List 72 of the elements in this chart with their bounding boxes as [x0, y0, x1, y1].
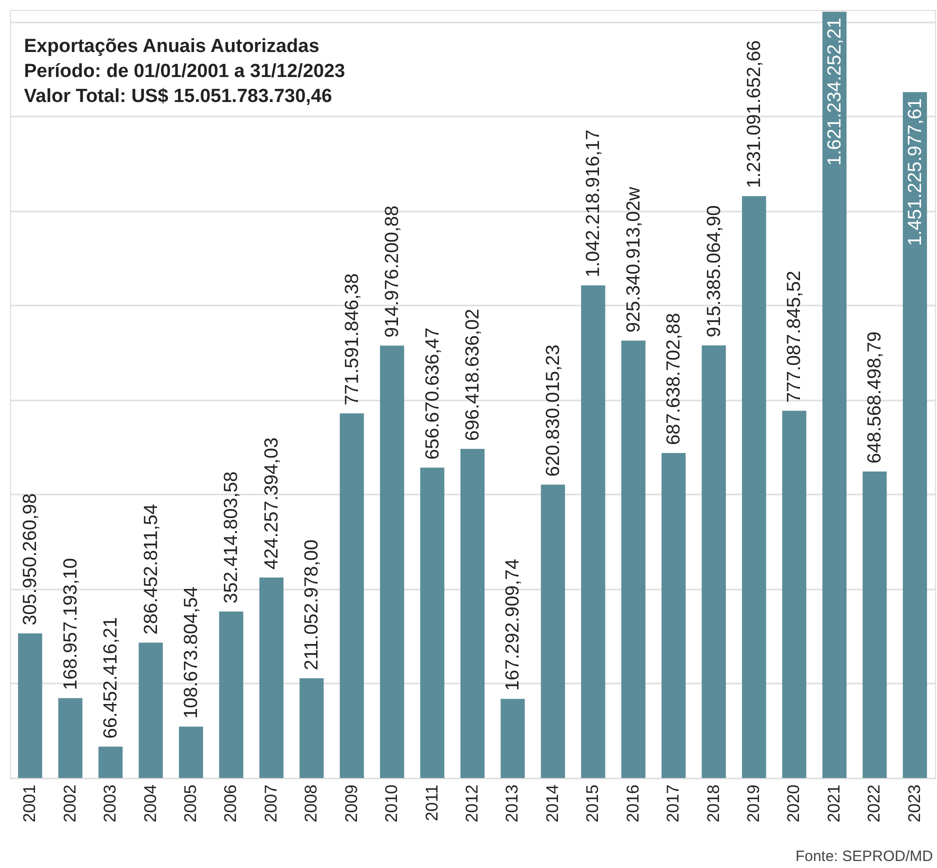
bar: [380, 346, 404, 778]
data-label: 352.414.803,58: [221, 471, 242, 604]
bar: [300, 678, 324, 778]
x-tick-label: 2012: [462, 784, 482, 822]
data-label: 1.621.234.252,21: [824, 18, 846, 166]
data-label: 167.292.909,74: [502, 558, 524, 691]
x-tick-label: 2018: [704, 784, 723, 822]
bar: [782, 410, 806, 778]
data-label: 305.950.260,98: [20, 493, 42, 626]
bar: [662, 453, 686, 778]
x-tick-label: 2013: [502, 784, 522, 822]
bar: [460, 448, 485, 778]
source-note: Fonte: SEPROD/MD: [795, 848, 934, 865]
x-tick-label: 2021: [824, 784, 844, 822]
bar: [259, 577, 284, 778]
text: Período: de 01/01/2001 a 31/12/2023 Valor Total: US$ 15.051.783.730,46: [24, 61, 346, 107]
x-tick-label: 2001: [20, 784, 40, 822]
data-label: 914.976.200,88: [382, 205, 404, 338]
data-label: 925.340.913,02w: [623, 186, 644, 333]
x-tick-label: 2022: [864, 784, 884, 822]
bar: [822, 12, 847, 778]
bar: [581, 285, 606, 778]
x-tick-label: 2005: [180, 784, 200, 822]
data-label: 656.670.636,47: [422, 328, 444, 460]
bar: [540, 484, 565, 778]
data-label: 1.451.225.977,61: [904, 98, 926, 246]
data-label: 211.052.978,00: [302, 540, 323, 670]
x-tick-label: 2007: [261, 784, 280, 822]
x-tick-label: 2002: [60, 784, 80, 822]
x-tick-label: 2006: [221, 784, 240, 822]
data-label: 168.957.193,10: [60, 558, 82, 690]
bar: [138, 642, 163, 778]
x-tick-label: 2020: [784, 784, 804, 822]
data-label: 108.673.804,54: [180, 586, 202, 719]
text: Exportações Anuais Autorizadas: [24, 36, 320, 57]
x-tick-label: 2016: [623, 784, 642, 822]
data-label: 771.591.846,38: [342, 273, 363, 406]
bar: [18, 633, 42, 778]
x-tick-label: 2010: [382, 784, 402, 822]
data-label: 286.452.811,54: [140, 504, 162, 635]
data-label: 1.042.218.916,17: [583, 130, 604, 278]
bar: [742, 196, 766, 778]
x-tick-label: 2003: [100, 784, 120, 822]
x-tick-label: 2014: [542, 784, 562, 822]
bar: [98, 746, 123, 778]
data-label: 777.087.845,52: [784, 270, 806, 403]
bar: [219, 611, 244, 778]
x-tick-label: 2011: [422, 784, 442, 822]
x-tick-label: 2008: [302, 784, 321, 822]
data-label: 696.418.636,02: [462, 308, 484, 441]
data-label: 687.638.702,88: [664, 312, 685, 446]
data-label: 620.830.015,23: [542, 344, 564, 477]
data-label: 648.568.498,79: [864, 331, 886, 464]
bar: [420, 468, 444, 778]
data-label: 1.231.091.652,66: [744, 40, 766, 188]
bar: [862, 471, 887, 778]
bar: [702, 345, 726, 778]
bar: [58, 698, 82, 778]
x-tick-label: 2019: [744, 784, 764, 822]
x-tick-label: 2009: [342, 784, 361, 822]
bar: [902, 92, 927, 778]
x-tick-label: 2023: [904, 784, 924, 822]
bar: [621, 340, 646, 778]
data-label: 915.385.064,90: [704, 205, 725, 338]
bar: [500, 698, 525, 778]
x-tick-label: 2015: [583, 784, 602, 822]
data-label: 424.257.394,03: [261, 437, 282, 570]
bar: [178, 726, 204, 778]
x-tick-label: 2017: [664, 784, 683, 822]
x-tick-label: 2004: [140, 784, 160, 822]
data-label: 66.452.416,21: [100, 617, 122, 739]
bar: [340, 413, 364, 778]
